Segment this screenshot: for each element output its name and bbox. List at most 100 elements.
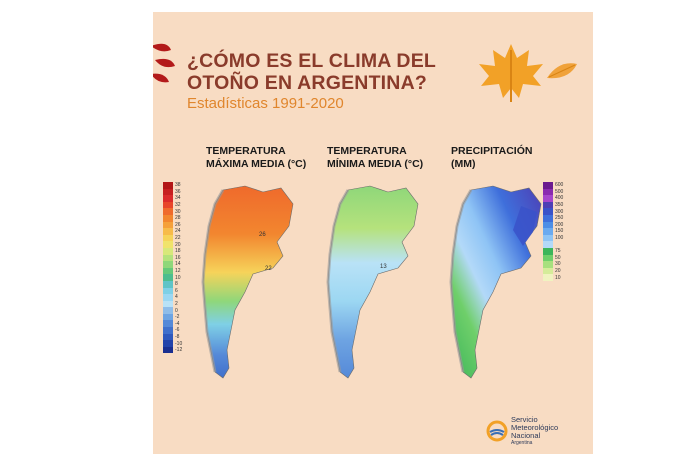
- legend-temp-row: 10: [163, 274, 191, 281]
- max-map-value-26: 26: [259, 232, 266, 238]
- legend-precip-label: 75: [555, 248, 561, 255]
- legend-temp-label: 34: [175, 195, 181, 202]
- legend-temp-row: 30: [163, 208, 191, 215]
- label-pre-line1: PRECIPITACIÓN: [451, 145, 533, 157]
- legend-precip-swatch: [543, 195, 553, 202]
- legend-precip-swatch: [543, 214, 553, 222]
- legend-temp-row: 6: [163, 287, 191, 295]
- subtitle: Estadísticas 1991-2020: [187, 95, 344, 112]
- legend-precip-swatch: [543, 221, 553, 229]
- legend-precip-swatch: [543, 208, 553, 215]
- title-line-2: OTOÑO EN ARGENTINA?: [187, 72, 427, 94]
- legend-temp-row: 2: [163, 300, 191, 308]
- legend-precip-label: 500: [555, 188, 564, 195]
- label-precip: PRECIPITACIÓN (MM): [451, 145, 532, 171]
- legend-temp-label: -4: [175, 320, 180, 327]
- legend-precip-row: 10: [543, 274, 571, 281]
- legend-temp-row: -8: [163, 333, 191, 341]
- legend-temp-row: 16: [163, 254, 191, 262]
- legend-temp-row: -6: [163, 327, 191, 334]
- legend-temp-row: 26: [163, 221, 191, 229]
- legend-precip-label: 150: [555, 228, 564, 235]
- legend-temp-row: 20: [163, 241, 191, 248]
- label-max-temp: TEMPERATURA MÁXIMA MEDIA (°C): [206, 145, 306, 171]
- legend-temp-row: 0: [163, 307, 191, 314]
- legend-temp-row: -2: [163, 313, 191, 321]
- title-line-1: ¿CÓMO ES EL CLIMA DEL: [187, 50, 437, 72]
- legend-precip-swatch: [543, 274, 553, 281]
- legend-temp-label: 6: [175, 287, 178, 294]
- legend-temp-swatch: [163, 346, 173, 354]
- logo-line-2: Meteorológico: [511, 423, 559, 432]
- legend-temp-row: -10: [163, 340, 191, 347]
- legend-temp-swatch: [163, 234, 173, 242]
- legend-precip-row: 200: [543, 221, 571, 229]
- legend-temp-label: 28: [175, 215, 181, 222]
- map-max-temperature: 26 22: [201, 185, 294, 379]
- legend-temp-swatch: [163, 333, 173, 341]
- legend-temp-label: 12: [175, 268, 181, 275]
- legend-precip-label: 10: [555, 274, 561, 281]
- legend-precip-row: 250: [543, 214, 571, 222]
- legend-temp-label: 36: [175, 188, 181, 195]
- legend-temp-swatch: [163, 182, 173, 189]
- legend-temp-row: 4: [163, 294, 191, 301]
- legend-precip-swatch: [543, 267, 553, 275]
- legend-temp-swatch: [163, 208, 173, 215]
- legend-temp-row: 18: [163, 247, 191, 255]
- legend-temp-swatch: [163, 274, 173, 281]
- legend-temp-row: -4: [163, 320, 191, 328]
- legend-temp-swatch: [163, 340, 173, 347]
- legend-precip-swatch: [543, 201, 553, 209]
- legend-precip-row: 75: [543, 247, 571, 255]
- legend-temp-label: 30: [175, 208, 181, 215]
- legend-precip-row: 400: [543, 195, 571, 202]
- legend-precip-row: 30: [543, 261, 571, 268]
- smn-logo-icon: [486, 420, 508, 442]
- legend-precip-row: 50: [543, 254, 571, 262]
- legend-temp-label: 4: [175, 294, 178, 301]
- logo-line-4: Argentina: [511, 440, 533, 446]
- legend-precip-label: 300: [555, 208, 564, 215]
- legend-temp-row: 14: [163, 261, 191, 268]
- label-max-line1: TEMPERATURA: [206, 145, 286, 157]
- legend-precip-label: 100: [555, 235, 564, 242]
- legend-temp-swatch: [163, 320, 173, 328]
- legend-temp-label: 10: [175, 274, 181, 281]
- legend-temp-label: 16: [175, 254, 181, 261]
- leaf-left-icon: [153, 43, 175, 83]
- label-max-line2: MÁXIMA MEDIA (°C): [206, 158, 307, 170]
- legend-temp-swatch: [163, 254, 173, 262]
- logo-text: Servicio Meteorológico Nacional: [511, 416, 558, 440]
- legend-precip-swatch: [543, 241, 553, 248]
- legend-precip-swatch: [543, 234, 553, 242]
- legend-temperature: 38 36 34 32 30 28 26 24 22 20 18 16 14 12 10 8 6 4 2 0 -2 -4-…: [163, 182, 191, 354]
- legend-precip-swatch: [543, 247, 553, 255]
- legend-temp-label: -12: [175, 347, 183, 354]
- legend-temp-label: -8: [175, 333, 180, 340]
- legend-precip-label: 350: [555, 202, 564, 209]
- legend-temp-row: 8: [163, 280, 191, 288]
- legend-precip-label: 600: [555, 182, 564, 189]
- legend-temp-swatch: [163, 221, 173, 229]
- legend-temp-swatch: [163, 300, 173, 308]
- legend-precip-row: 500: [543, 188, 571, 196]
- legend-temp-swatch: [163, 195, 173, 202]
- legend-temp-label: -2: [175, 314, 180, 321]
- legend-temp-swatch: [163, 247, 173, 255]
- legend-temp-label: 32: [175, 202, 181, 209]
- legend-precip-row: 20: [543, 267, 571, 275]
- maple-leaf-icon: [479, 44, 543, 102]
- legend-temp-label: 8: [175, 281, 178, 288]
- label-min-line1: TEMPERATURA: [327, 145, 407, 157]
- legend-precip-label: 50: [555, 254, 561, 261]
- legend-precip-row: 300: [543, 208, 571, 215]
- legend-precip-row: 100: [543, 234, 571, 242]
- smn-logo: Servicio Meteorológico Nacional Argentin…: [486, 416, 558, 446]
- legend-precip-label: 250: [555, 215, 564, 222]
- legend-precip-label: 200: [555, 221, 564, 228]
- legend-precip-row: 600: [543, 182, 571, 189]
- legend-precip-swatch: [543, 228, 553, 235]
- legend-temp-swatch: [163, 280, 173, 288]
- max-map-value-22: 22: [265, 266, 272, 272]
